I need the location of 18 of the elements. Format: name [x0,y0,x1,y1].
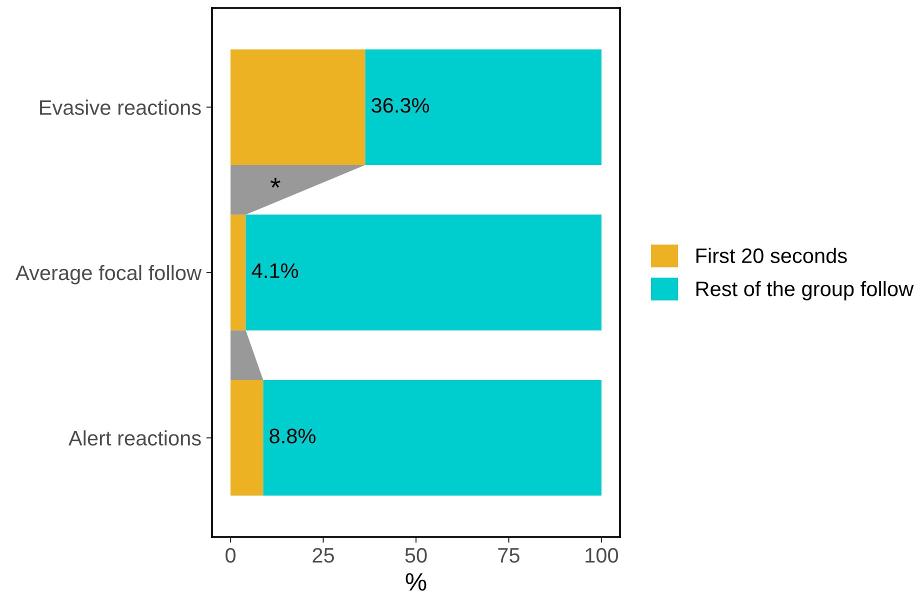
legend-label: First 20 seconds [696,248,847,264]
x-tick-label: 25 [312,548,334,563]
annotation: * [270,178,280,188]
y-tick-label: Average focal follow [16,264,202,284]
bar [246,214,602,330]
bar [263,380,602,496]
x-axis-title: % [406,573,426,591]
data-label: 8.8% [270,428,316,444]
bar [365,49,602,166]
data-label: 36.3% [372,98,430,113]
x-tick-label: 0 [226,548,236,563]
x-tick-label: 75 [498,548,520,563]
x-tick-label: 50 [405,548,427,563]
y-tick-label: Alert reactions [68,430,201,446]
legend-label: Rest of the group follow [696,280,914,300]
data-label: 4.1% [252,263,298,278]
y-tick-label: Evasive reactions [40,100,201,115]
x-tick-label: 100 [586,548,618,563]
